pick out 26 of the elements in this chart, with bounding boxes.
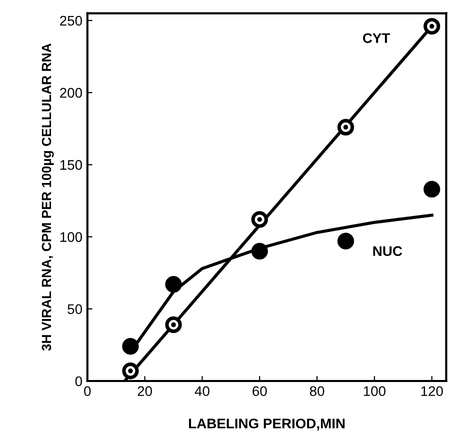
x-tick-label: 100	[364, 386, 386, 396]
point	[251, 211, 268, 228]
point	[337, 118, 354, 136]
point	[165, 316, 182, 334]
x-tick-label: 80	[310, 386, 324, 396]
y-tick-label: 100	[60, 232, 82, 242]
x-tick-label: 0	[84, 386, 91, 396]
x-tick-label: 40	[194, 386, 210, 396]
y-tick-label: 200	[60, 88, 82, 98]
y-axis-title: 3H VIRAL RNA, CPM PER 100µg CELLULAR RNA	[42, 44, 54, 351]
point	[165, 276, 182, 293]
x-tick-label: 60	[252, 386, 267, 396]
y-tick-label: 150	[60, 160, 82, 170]
point	[337, 232, 354, 250]
series-label: NUC	[373, 246, 402, 256]
y-tick-label: 50	[68, 304, 82, 314]
point	[424, 180, 440, 198]
point	[122, 362, 139, 380]
x-tick-label: 20	[138, 386, 152, 396]
text: CYT	[362, 33, 390, 44]
x-axis-title: LABELING PERIOD,MIN	[189, 418, 345, 430]
x-tick-label: 120	[421, 386, 443, 396]
point	[251, 242, 268, 260]
point	[122, 338, 139, 355]
y-tick-label: 250	[60, 16, 82, 26]
y-tick-label: 0	[75, 376, 82, 386]
